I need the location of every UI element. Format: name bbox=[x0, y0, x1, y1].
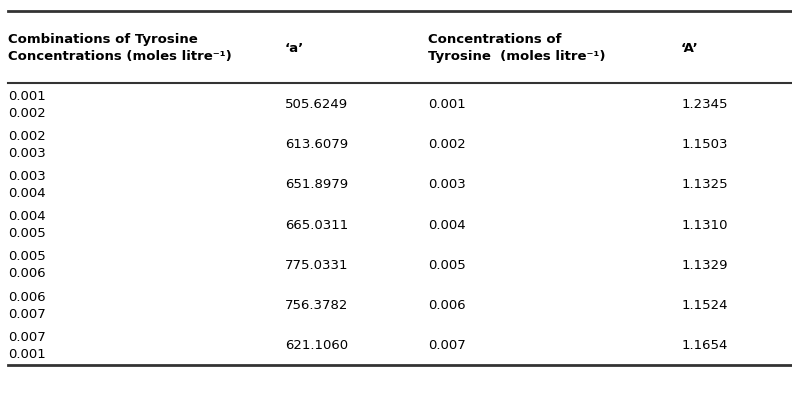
Text: 0.003: 0.003 bbox=[428, 178, 466, 191]
Text: 0.006: 0.006 bbox=[428, 298, 466, 311]
Text: 0.006
0.007: 0.006 0.007 bbox=[8, 290, 46, 320]
Text: 1.1325: 1.1325 bbox=[681, 178, 728, 191]
Text: 1.2345: 1.2345 bbox=[681, 98, 728, 111]
Text: 665.0311: 665.0311 bbox=[285, 218, 348, 231]
Text: 0.002: 0.002 bbox=[428, 138, 466, 151]
Text: 0.003
0.004: 0.003 0.004 bbox=[8, 170, 46, 199]
Text: 621.1060: 621.1060 bbox=[285, 338, 348, 351]
Text: 1.1310: 1.1310 bbox=[681, 218, 728, 231]
Text: 613.6079: 613.6079 bbox=[285, 138, 348, 151]
Text: 0.002
0.003: 0.002 0.003 bbox=[8, 130, 46, 159]
Text: 1.1654: 1.1654 bbox=[681, 338, 728, 351]
Text: Concentrations of
Tyrosine  (moles litre⁻¹): Concentrations of Tyrosine (moles litre⁻… bbox=[428, 33, 605, 63]
Text: 1.1329: 1.1329 bbox=[681, 258, 728, 271]
Text: 0.007: 0.007 bbox=[428, 338, 466, 351]
Text: 651.8979: 651.8979 bbox=[285, 178, 348, 191]
Text: Combinations of Tyrosine
Concentrations (moles litre⁻¹): Combinations of Tyrosine Concentrations … bbox=[8, 33, 232, 63]
Text: 0.005
0.006: 0.005 0.006 bbox=[8, 250, 46, 279]
Text: 0.007
0.001: 0.007 0.001 bbox=[8, 330, 46, 360]
Text: 756.3782: 756.3782 bbox=[285, 298, 348, 311]
Text: 0.005: 0.005 bbox=[428, 258, 466, 271]
Text: 0.004
0.005: 0.004 0.005 bbox=[8, 210, 46, 239]
Text: 0.004: 0.004 bbox=[428, 218, 466, 231]
Text: ‘a’: ‘a’ bbox=[285, 42, 304, 55]
Text: ‘A’: ‘A’ bbox=[681, 42, 699, 55]
Text: 775.0331: 775.0331 bbox=[285, 258, 348, 271]
Text: 505.6249: 505.6249 bbox=[285, 98, 348, 111]
Text: 1.1503: 1.1503 bbox=[681, 138, 728, 151]
Text: 0.001
0.002: 0.001 0.002 bbox=[8, 89, 46, 119]
Text: 1.1524: 1.1524 bbox=[681, 298, 728, 311]
Text: 0.001: 0.001 bbox=[428, 98, 466, 111]
